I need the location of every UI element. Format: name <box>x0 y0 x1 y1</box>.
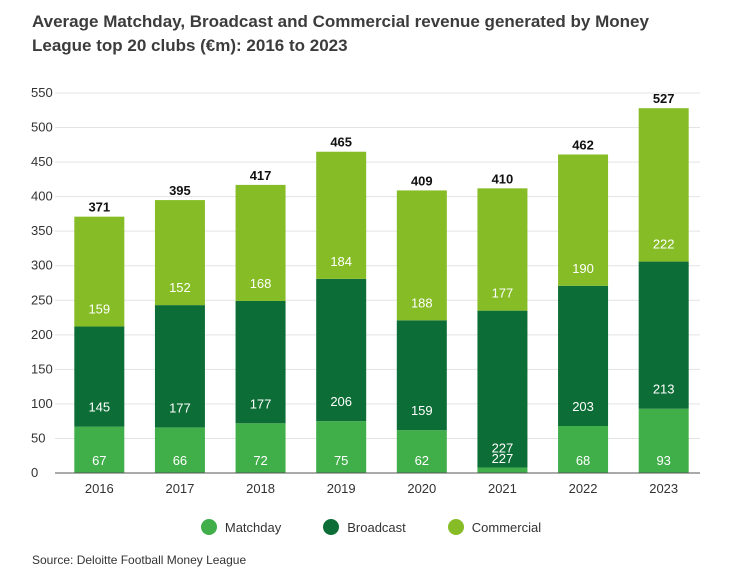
data-label: 188 <box>411 295 433 310</box>
bar-segment-broadcast <box>316 278 367 422</box>
data-label: 93 <box>656 453 670 468</box>
bar-segment-commercial <box>477 188 528 311</box>
bar-segment-broadcast <box>638 261 689 409</box>
bar-segment-commercial <box>74 216 125 327</box>
data-label: 62 <box>415 453 429 468</box>
y-tick-label: 500 <box>31 120 53 135</box>
bar-segment-commercial <box>316 151 367 279</box>
total-label: 417 <box>250 168 272 183</box>
x-tick-label: 2016 <box>85 481 114 496</box>
y-tick-label: 400 <box>31 189 53 204</box>
bar-segment-broadcast <box>235 300 286 424</box>
data-label: 190 <box>572 261 594 276</box>
data-label: 227 <box>492 451 514 466</box>
data-label: 159 <box>88 302 110 317</box>
data-label: 222 <box>653 237 675 252</box>
chart-title: Average Matchday, Broadcast and Commerci… <box>32 12 649 55</box>
bar-segment-broadcast <box>74 326 125 427</box>
legend-item-broadcast: Broadcast <box>323 519 406 535</box>
bar-segment-broadcast <box>477 310 528 468</box>
data-label: 67 <box>92 453 106 468</box>
bar-segment-matchday <box>396 430 447 473</box>
legend-swatch-broadcast <box>323 519 340 535</box>
x-tick-label: 2017 <box>165 481 194 496</box>
bar-segment-commercial <box>154 200 205 306</box>
data-label: 184 <box>330 254 352 269</box>
legend-swatch-commercial <box>447 519 464 535</box>
data-label: 159 <box>411 403 433 418</box>
data-label: 213 <box>653 382 675 397</box>
bar-segment-commercial <box>235 184 286 301</box>
data-label: 72 <box>253 453 267 468</box>
x-tick-label: 2023 <box>649 481 678 496</box>
legend-label-matchday: Matchday <box>224 519 282 535</box>
y-tick-label: 200 <box>31 327 53 342</box>
y-tick-label: 150 <box>31 361 53 376</box>
bar-segment-matchday <box>558 426 609 473</box>
total-label: 465 <box>330 135 352 150</box>
bar-segment-commercial <box>558 154 609 286</box>
legend-item-matchday: Matchday <box>200 519 282 535</box>
total-label: 395 <box>169 183 191 198</box>
total-label: 409 <box>411 173 433 188</box>
y-tick-label: 0 <box>31 465 38 480</box>
bar-segment-matchday <box>74 426 125 473</box>
bar-segment-broadcast <box>558 285 609 427</box>
data-label: 152 <box>169 280 191 295</box>
bar-segment-broadcast <box>396 320 447 431</box>
data-label: 75 <box>334 453 348 468</box>
bar-segment-commercial <box>638 108 689 262</box>
bar-segment-matchday <box>638 408 689 473</box>
data-label: 168 <box>250 276 272 291</box>
y-tick-label: 250 <box>31 292 53 307</box>
bar-segment-matchday <box>235 423 286 473</box>
data-label: 177 <box>250 396 272 411</box>
data-label: 203 <box>572 399 594 414</box>
data-label: 177 <box>492 286 514 301</box>
bar-segment-commercial <box>396 190 447 321</box>
data-label: 177 <box>169 400 191 415</box>
bar-segment-matchday <box>316 421 367 473</box>
source-note: Source: Deloitte Football Money League <box>32 553 247 567</box>
data-label: 145 <box>88 400 110 415</box>
x-tick-label: 2022 <box>569 481 598 496</box>
data-label: 206 <box>330 394 352 409</box>
y-tick-label: 450 <box>31 154 53 169</box>
x-tick-label: 2018 <box>246 481 275 496</box>
total-label: 410 <box>492 171 514 186</box>
chart-legend: Matchday Broadcast Commercial <box>0 519 730 535</box>
bar-segment-broadcast <box>154 305 205 428</box>
data-label: 227 <box>492 440 514 455</box>
y-tick-label: 350 <box>31 223 53 238</box>
stacked-bar-chart: 0 50 100 150 200 250 300 350 400 450 500 550 67 145 15… <box>31 85 700 496</box>
x-tick-label: 2020 <box>407 481 436 496</box>
legend-label-broadcast: Broadcast <box>347 519 406 535</box>
bar-segment-matchday <box>154 427 205 473</box>
total-label: 371 <box>88 200 110 215</box>
y-tick-label: 300 <box>31 258 53 273</box>
y-tick-label: 550 <box>31 85 53 100</box>
y-tick-label: 100 <box>31 396 53 411</box>
total-label: 462 <box>572 137 594 152</box>
data-label: 66 <box>173 453 187 468</box>
y-tick-label: 50 <box>31 430 45 445</box>
data-label: 68 <box>576 453 590 468</box>
x-tick-label: 2021 <box>488 481 517 496</box>
legend-label-commercial: Commercial <box>471 519 542 535</box>
bar-segment-matchday <box>477 467 528 473</box>
legend-item-commercial: Commercial <box>447 519 542 535</box>
x-tick-label: 2019 <box>327 481 356 496</box>
legend-swatch-matchday <box>200 519 217 535</box>
total-label: 527 <box>653 91 675 106</box>
